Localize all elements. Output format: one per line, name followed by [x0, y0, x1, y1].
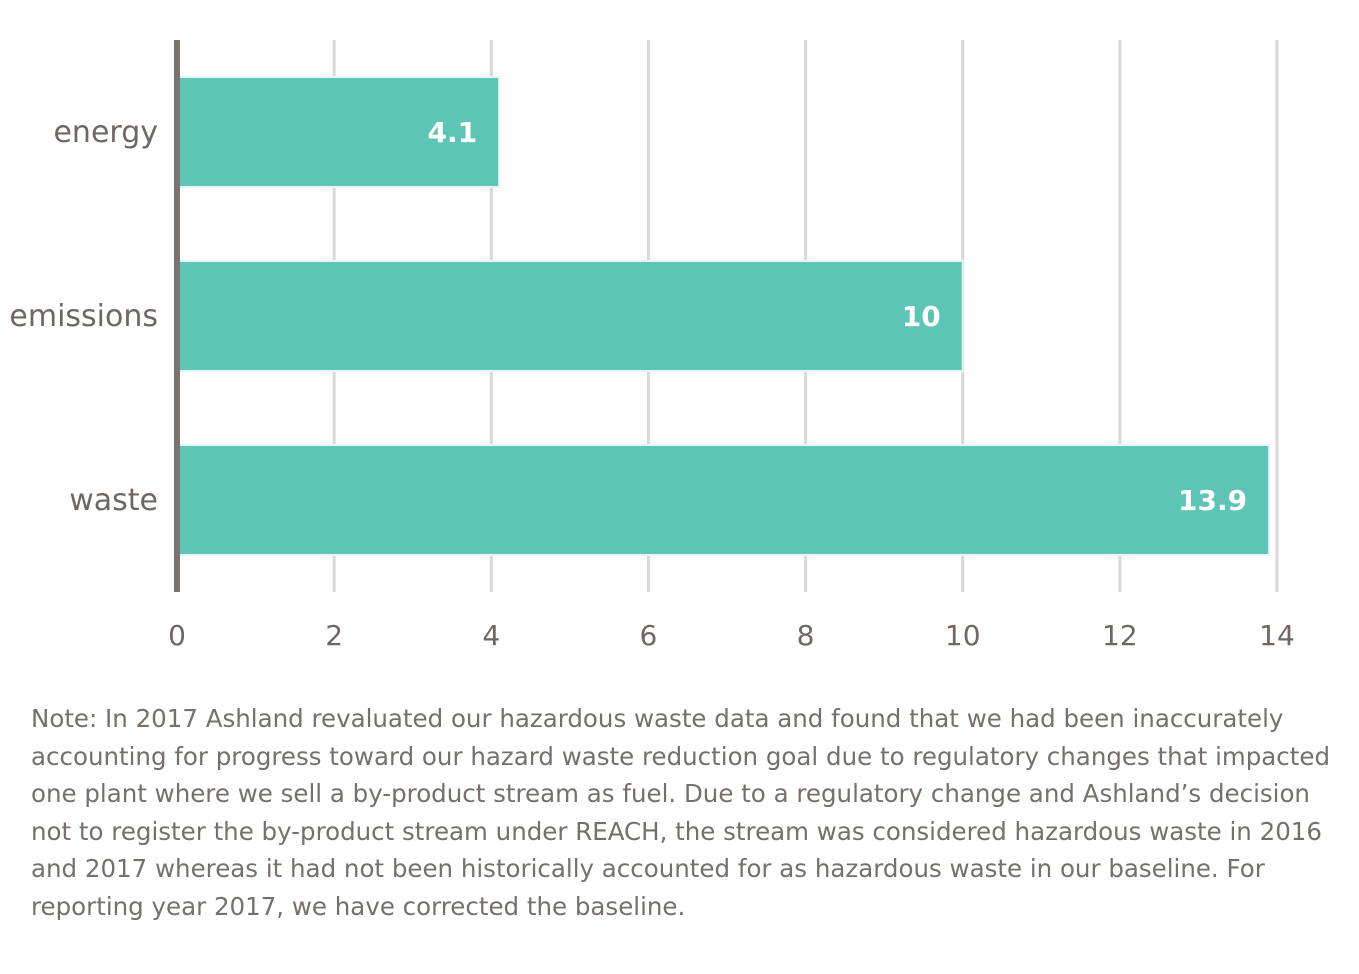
data-label: 4.1 [428, 116, 478, 149]
data-label: 13.9 [1178, 484, 1247, 517]
x-tick-label: 4 [482, 619, 500, 652]
x-tick-label: 6 [640, 619, 658, 652]
bar-chart: 0 2 4 6 8 10 12 14 energy 4.1 emissions 10 waste 13.9 [9, 40, 1295, 652]
category-label: emissions [9, 299, 158, 334]
bar-waste [176, 444, 1271, 556]
data-label: 10 [902, 300, 941, 333]
category-label: energy [53, 115, 158, 150]
x-tick-label: 0 [168, 619, 186, 652]
x-tick-label: 8 [797, 619, 815, 652]
labels: 0 2 4 6 8 10 12 14 energy 4.1 emissions 10 waste 13.9 [9, 115, 1294, 652]
chart-note: Note: In 2017 Ashland revaluated our haz… [31, 704, 1331, 921]
bars [176, 76, 1271, 556]
x-tick-label: 12 [1102, 619, 1138, 652]
x-tick-label: 14 [1259, 619, 1295, 652]
x-tick-label: 10 [945, 619, 981, 652]
category-label: waste [69, 483, 158, 518]
bar-emissions [176, 260, 964, 372]
x-tick-label: 2 [325, 619, 343, 652]
